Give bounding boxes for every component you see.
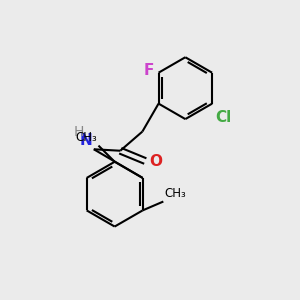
Text: F: F xyxy=(144,63,154,78)
Text: Cl: Cl xyxy=(215,110,231,124)
Text: CH₃: CH₃ xyxy=(75,131,97,144)
Text: O: O xyxy=(149,154,162,169)
Text: H: H xyxy=(74,125,84,139)
Text: CH₃: CH₃ xyxy=(165,187,187,200)
Text: N: N xyxy=(80,133,92,148)
